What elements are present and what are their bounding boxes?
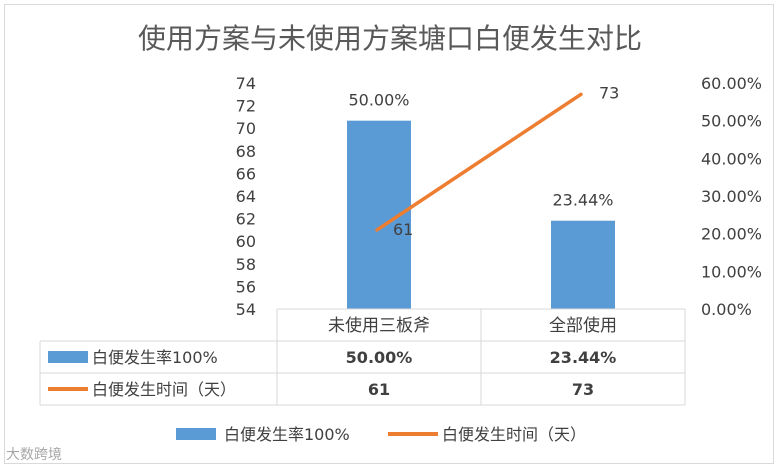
right-axis-tick-label: 20.00%: [701, 225, 762, 244]
right-axis-tick-label: 50.00%: [701, 112, 762, 131]
watermark: 大数跨境: [6, 447, 62, 463]
legend-label: 白便发生率100%: [224, 425, 350, 444]
table-series-label: 白便发生时间（天）: [92, 380, 236, 399]
left-axis-tick-label: 62: [236, 210, 256, 229]
legend-key-bar: [176, 428, 216, 440]
category-label: 全部使用: [549, 315, 617, 336]
category-label: 未使用三板斧: [328, 315, 430, 336]
table-cell: 73: [572, 380, 594, 399]
left-axis-tick-label: 56: [236, 277, 256, 296]
chart-title: 使用方案与未使用方案塘口白便发生对比: [138, 22, 642, 55]
left-axis-tick-label: 54: [236, 300, 256, 319]
right-axis-tick-label: 60.00%: [701, 74, 762, 93]
table-cell: 50.00%: [346, 348, 413, 367]
bar-data-label: 50.00%: [348, 91, 409, 110]
chart-frame: [4, 4, 774, 464]
bar-data-label: 23.44%: [552, 191, 613, 210]
table-series-label: 白便发生率100%: [92, 348, 218, 367]
table-legend-key-bar: [48, 351, 88, 363]
table-cell: 61: [368, 380, 390, 399]
right-axis-tick-label: 30.00%: [701, 187, 762, 206]
right-axis-tick-label: 0.00%: [701, 300, 752, 319]
line-data-label: 61: [393, 220, 413, 239]
left-axis-tick-label: 58: [236, 255, 256, 274]
left-axis-tick-label: 66: [236, 164, 256, 183]
left-axis-tick-label: 72: [236, 97, 256, 116]
legend-label: 白便发生时间（天）: [442, 425, 586, 444]
line-data-label: 73: [599, 83, 619, 102]
table-cell: 23.44%: [550, 348, 617, 367]
right-axis-tick-label: 10.00%: [701, 262, 762, 281]
left-axis-tick-label: 74: [236, 74, 256, 93]
left-axis-tick-label: 64: [236, 187, 256, 206]
right-axis-tick-label: 40.00%: [701, 149, 762, 168]
left-axis-tick-label: 68: [236, 142, 256, 161]
left-axis-tick-label: 60: [236, 232, 256, 251]
left-axis-tick-label: 70: [236, 119, 256, 138]
bar: [551, 220, 615, 309]
line-series: [375, 92, 583, 232]
